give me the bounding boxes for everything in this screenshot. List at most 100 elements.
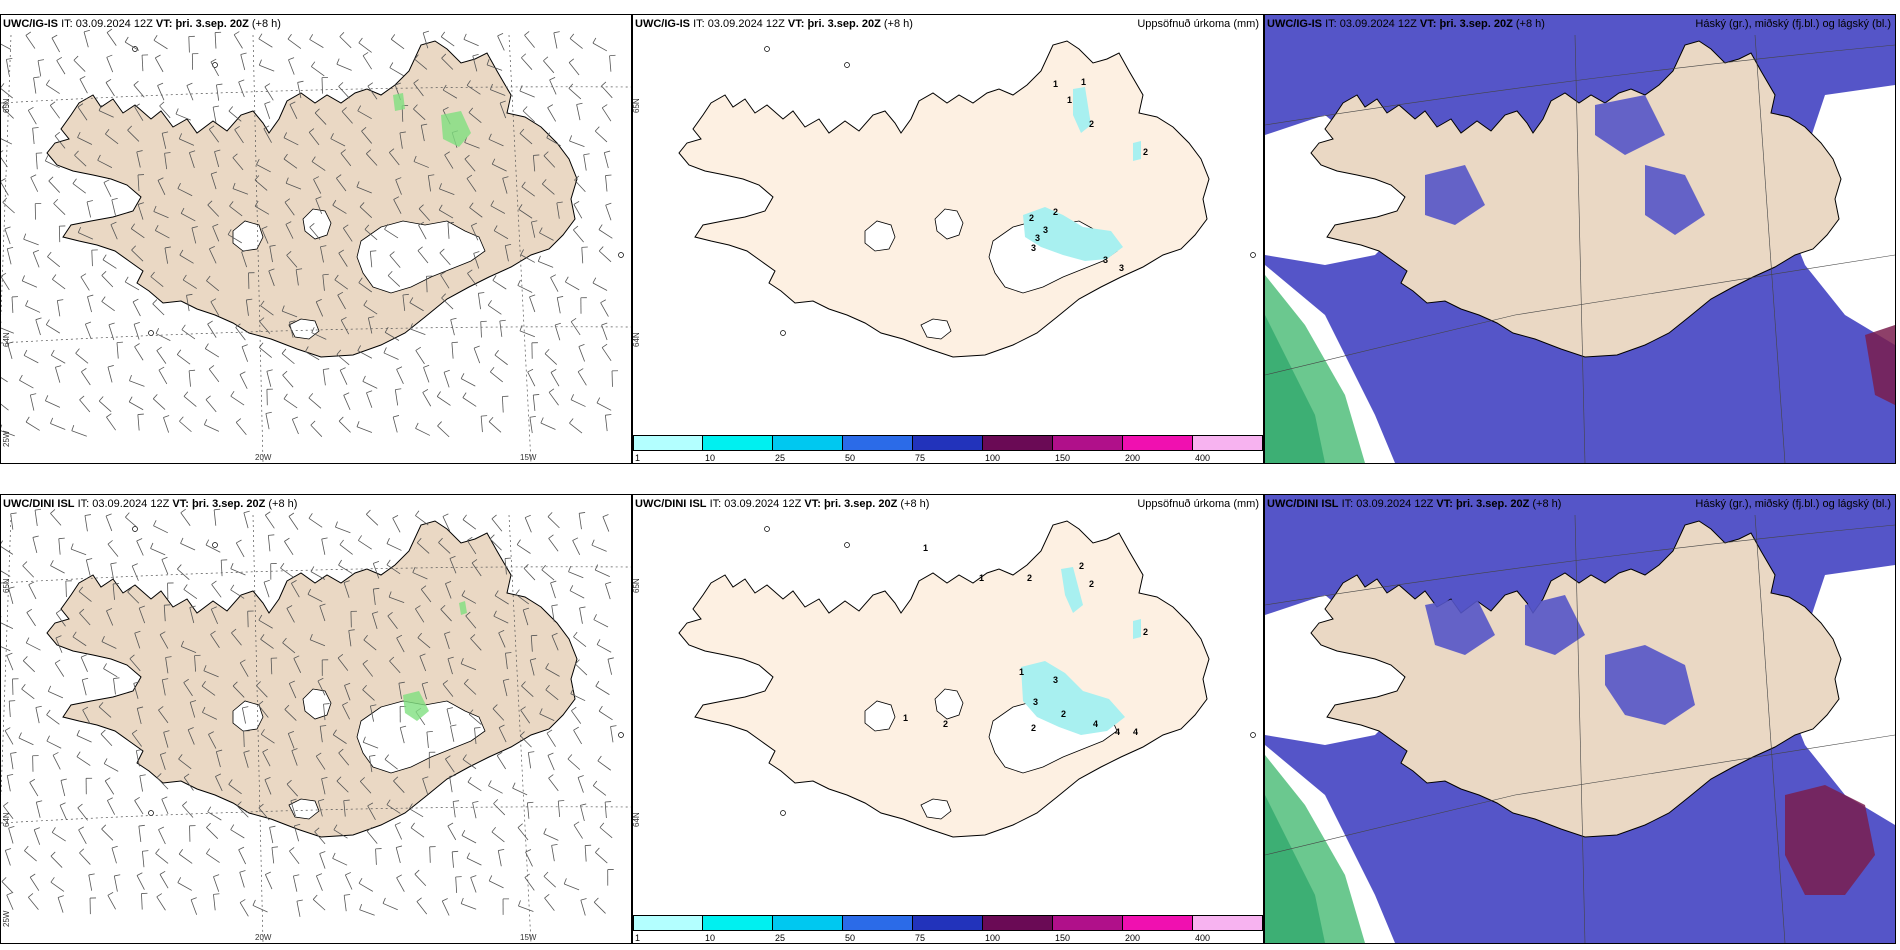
wind-barb [439, 248, 451, 266]
wind-barb-staff [550, 277, 559, 292]
graticule-20w [252, 34, 264, 463]
wind-barb [504, 557, 512, 575]
wind-barb-flag [50, 101, 56, 106]
wind-barb-staff [232, 685, 245, 698]
wind-barb [610, 725, 617, 743]
wind-barb [47, 251, 61, 268]
wind-barb-staff [201, 685, 216, 696]
wind-barb-staff [182, 279, 197, 289]
wind-barb [371, 611, 379, 629]
wind-barb-staff [79, 78, 88, 94]
wind-barb-staff [578, 513, 582, 530]
wind-barb [137, 202, 144, 220]
wind-barb-flag [71, 425, 75, 431]
wind-barb-flag [384, 327, 389, 333]
wind-barb [491, 827, 505, 843]
wind-barb-staff [395, 847, 401, 864]
wind-barb [113, 677, 120, 695]
wind-barb-staff [212, 107, 217, 123]
wind-barb [150, 271, 164, 288]
wind-barb-flag [394, 822, 401, 826]
wind-barb-flag [321, 777, 328, 780]
wind-barb-staff [1, 377, 8, 383]
wind-barb-staff [549, 79, 557, 95]
wind-barb-flag [28, 893, 34, 898]
wind-barb [175, 108, 191, 121]
wind-barb-staff [309, 639, 326, 647]
wind-barb [293, 655, 302, 674]
wind-barb-staff [1, 570, 11, 577]
wind-barb-staff [553, 32, 558, 49]
wind-barb-flag [518, 900, 521, 907]
wind-barb [548, 388, 559, 406]
wind-barb-flag [359, 202, 365, 208]
it-value: 03.09.2024 12Z [724, 498, 802, 510]
wind-barb [338, 82, 350, 99]
wind-barb-flag [205, 395, 211, 400]
wind-barb [441, 293, 454, 310]
lat-label-65n: 65N [632, 98, 641, 113]
wind-barb-flag [19, 374, 23, 381]
wind-barb [473, 251, 480, 269]
wind-barb-staff [107, 543, 119, 557]
wind-barb-flag [22, 656, 28, 662]
wind-barb-flag [281, 348, 287, 354]
wind-barb [33, 76, 40, 94]
wind-barb-staff [315, 875, 323, 891]
wind-barb-staff [603, 152, 609, 169]
wind-barb [153, 205, 169, 219]
wind-barb-flag [348, 629, 355, 631]
wind-barb [321, 777, 328, 795]
wind-barb [390, 34, 405, 50]
wind-barb-flag [447, 656, 454, 660]
precip-value: 3 [1035, 233, 1040, 243]
wind-barb [388, 591, 405, 603]
lead-time: (+8 h) [883, 18, 913, 30]
wind-barb-flag [235, 418, 242, 423]
wind-barb-staff [1, 88, 13, 99]
wind-barb [87, 294, 94, 313]
wind-barb [1, 377, 8, 383]
wind-barb-flag [156, 773, 162, 778]
wind-barb [178, 754, 192, 770]
wind-barb-staff [488, 138, 504, 147]
wind-barb-flag [159, 631, 166, 635]
wind-barb-staff [239, 872, 245, 888]
wind-barb-flag [323, 368, 330, 370]
wind-barb-flag [415, 422, 419, 429]
wind-barb-staff [150, 548, 166, 556]
wind-barb-flag [10, 512, 17, 515]
wind-barb-staff [129, 380, 145, 387]
wind-barb-flag [55, 365, 62, 368]
it-value: 03.09.2024 12Z [1339, 18, 1417, 30]
wind-barb-flag [548, 774, 554, 779]
wind-barb [128, 396, 144, 411]
wind-barb-flag [235, 323, 241, 328]
wind-barb [460, 373, 476, 387]
wind-barb [234, 125, 244, 144]
wind-barb-staff [565, 281, 580, 291]
wind-barb-staff [521, 57, 533, 70]
wind-barb-flag [60, 778, 67, 781]
wind-barb-flag [186, 293, 193, 296]
precip-value: 3 [1031, 243, 1036, 253]
wind-barb-staff [359, 781, 372, 794]
wind-barb [80, 654, 88, 672]
wind-barb-staff [384, 332, 400, 341]
wind-barb-staff [1, 157, 8, 168]
precip-area [1133, 141, 1141, 161]
wind-barb [598, 224, 613, 239]
wind-barb-flag [315, 196, 322, 200]
wind-barb [1, 540, 14, 555]
wind-barb-flag [519, 85, 523, 92]
wind-barb [575, 659, 588, 676]
precip-value: 1 [903, 713, 908, 723]
wind-barb-flag [214, 149, 221, 152]
wind-barb [281, 305, 298, 318]
wind-barb [426, 275, 433, 293]
colorbar-tick-label: 50 [844, 933, 855, 943]
wind-barb-staff [4, 850, 11, 866]
wind-barb [569, 585, 585, 599]
wind-barb-flag [252, 899, 256, 906]
wind-barb-staff [175, 113, 191, 121]
